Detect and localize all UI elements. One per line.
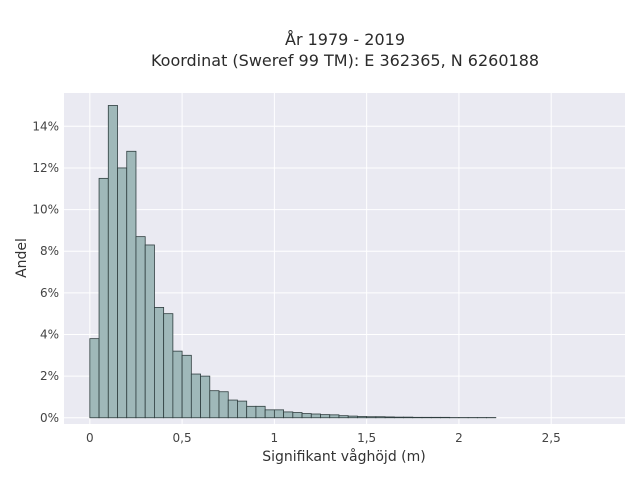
- x-tick-label: 0: [86, 431, 94, 445]
- histogram-bar: [172, 350, 183, 419]
- histogram-bar: [264, 409, 275, 419]
- x-axis-label: Signifikant våghöjd (m): [262, 448, 425, 465]
- y-tick-label: 8%: [40, 244, 59, 258]
- histogram-bar: [246, 405, 257, 419]
- histogram-bar: [357, 416, 368, 419]
- histogram-bar: [292, 412, 303, 419]
- y-tick-label: 6%: [40, 286, 59, 300]
- y-tick-label: 2%: [40, 369, 59, 383]
- histogram-bar: [107, 105, 118, 419]
- histogram-bar: [366, 416, 377, 419]
- y-axis-ticks: 0% 2% 4% 6% 8% 10% 12% 14%: [32, 119, 59, 424]
- histogram-bar: [347, 415, 358, 419]
- y-tick-label: 4%: [40, 327, 59, 341]
- histogram-bar: [273, 409, 285, 419]
- histogram-bar: [301, 413, 312, 419]
- histogram-bar: [329, 414, 340, 419]
- histogram-bar: [227, 399, 238, 419]
- histogram-bar: [154, 307, 165, 419]
- histogram-bar: [403, 416, 414, 419]
- chart-title-line1: År 1979 - 2019: [285, 30, 405, 49]
- histogram-bar: [320, 414, 331, 419]
- histogram-bar: [98, 177, 109, 419]
- histogram-bar: [89, 338, 100, 419]
- x-tick-label: 1: [271, 431, 279, 445]
- histogram-bar: [200, 375, 211, 419]
- histogram-bar: [375, 416, 386, 419]
- histogram-bar: [126, 150, 137, 419]
- y-axis-label: Andel: [14, 238, 30, 278]
- histogram-bar: [181, 354, 192, 419]
- x-tick-label: 0,5: [173, 431, 192, 445]
- histogram-bar: [135, 236, 146, 419]
- histogram-bar: [163, 313, 174, 419]
- y-tick-label: 0%: [40, 411, 59, 425]
- chart-title-line2: Koordinat (Sweref 99 TM): E 362365, N 62…: [151, 51, 539, 70]
- histogram-bar: [393, 416, 404, 419]
- histogram-bar: [117, 167, 128, 419]
- histogram-bar: [190, 373, 201, 419]
- x-tick-label: 2,5: [542, 431, 561, 445]
- x-tick-label: 2: [455, 431, 463, 445]
- histogram-bar: [144, 244, 155, 419]
- histogram-bar: [209, 390, 220, 419]
- y-tick-label: 14%: [32, 119, 59, 133]
- y-tick-label: 10%: [32, 203, 59, 217]
- histogram-bar: [384, 416, 395, 419]
- x-axis-ticks: 0 0,5 1 1,5 2 2,5: [86, 431, 561, 445]
- histogram-bar: [237, 400, 248, 419]
- y-tick-label: 12%: [32, 161, 59, 175]
- histogram-bar: [218, 391, 229, 419]
- bars: [89, 105, 497, 419]
- histogram-bar: [255, 405, 266, 419]
- histogram-bar: [310, 413, 321, 419]
- histogram-bar: [338, 415, 349, 419]
- histogram-bar: [283, 411, 294, 419]
- x-tick-label: 1,5: [357, 431, 376, 445]
